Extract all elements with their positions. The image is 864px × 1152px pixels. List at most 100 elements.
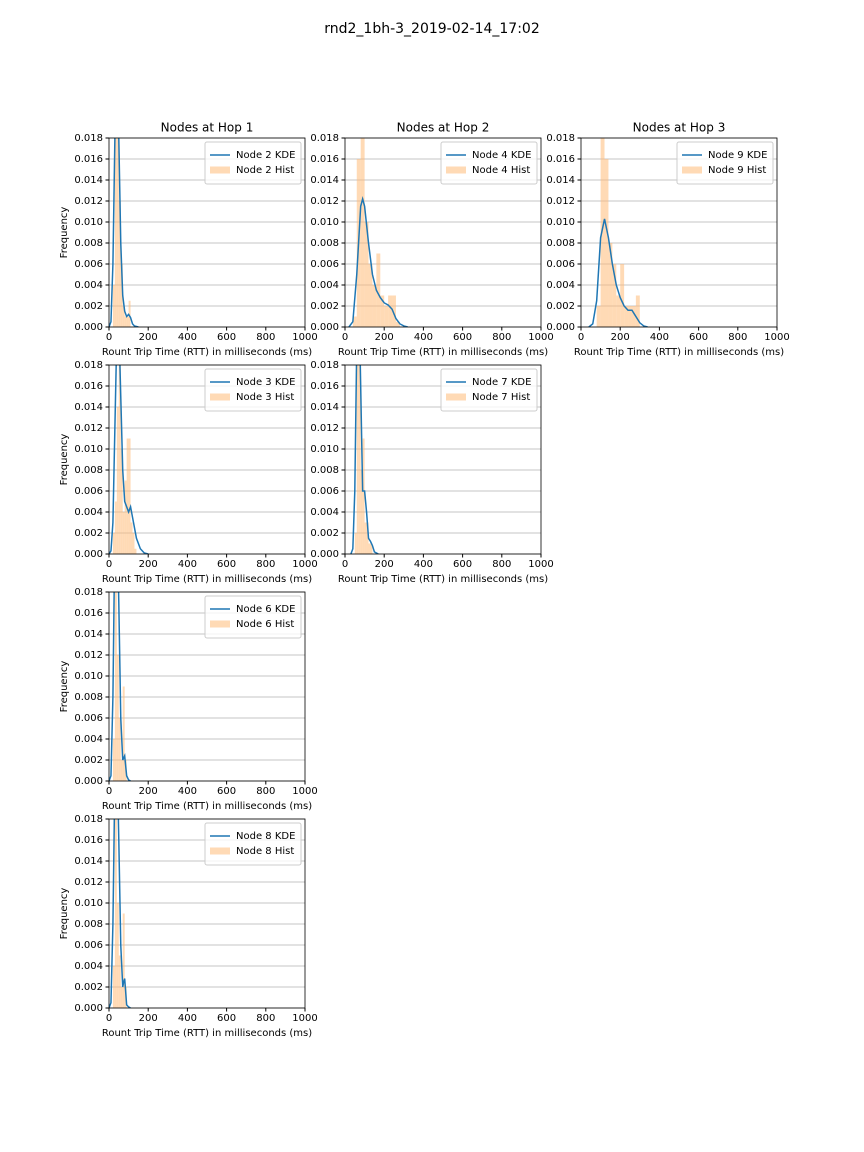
- x-tick-label: 400: [178, 559, 197, 570]
- y-tick-label: 0.000: [546, 322, 575, 333]
- x-tick-label: 200: [139, 1013, 158, 1024]
- hist-bar: [612, 264, 617, 327]
- x-axis-label: Rount Trip Time (RTT) in milliseconds (m…: [102, 1028, 312, 1039]
- y-tick-label: 0.016: [74, 608, 103, 619]
- hist-bar: [118, 201, 121, 327]
- hist-bar: [395, 321, 400, 327]
- hist-bar: [356, 365, 359, 554]
- y-tick-label: 0.018: [546, 133, 575, 144]
- x-tick-label: 800: [492, 559, 511, 570]
- y-tick-label: 0.018: [74, 133, 103, 144]
- y-tick-label: 0.014: [74, 856, 103, 867]
- kde-line: [109, 365, 149, 554]
- x-axis-label: Rount Trip Time (RTT) in milliseconds (m…: [338, 347, 548, 358]
- hist-bar: [124, 316, 127, 327]
- subplot: 0.000 0.002 0.004 0.006 0.008 0.010 0.012 0.014…: [310, 360, 553, 585]
- x-axis-label: Rount Trip Time (RTT) in milliseconds (m…: [102, 574, 312, 585]
- hist-bar: [116, 138, 119, 327]
- hist-bar: [620, 264, 625, 327]
- plot-area: [588, 138, 648, 327]
- legend-label: Node 7 KDE: [472, 377, 531, 388]
- plot-area: [348, 138, 408, 327]
- hist-bar: [126, 316, 129, 327]
- hist-bar: [600, 138, 605, 327]
- legend-box: [204, 595, 302, 639]
- plot-area: [109, 365, 149, 554]
- subplot-title: Nodes at Hop 1: [161, 121, 254, 135]
- legend-label: Node 6 KDE: [236, 604, 295, 615]
- axes-frame: [344, 364, 542, 555]
- legend: Node 4 KDE Node 4 Hist: [440, 141, 538, 185]
- kde-line: [109, 592, 131, 781]
- y-tick-label: 0.010: [310, 217, 339, 228]
- legend-swatch: [446, 166, 466, 174]
- hist-bar: [118, 955, 121, 1008]
- hist-bar: [608, 243, 613, 327]
- hist-bar: [388, 295, 393, 327]
- x-tick-label: 800: [256, 1013, 275, 1024]
- axes-frame: [108, 591, 306, 782]
- hist-bar: [114, 592, 117, 781]
- hist-bar: [116, 903, 119, 1008]
- hist-bar: [122, 686, 125, 781]
- plot-area: [109, 138, 139, 327]
- y-tick-label: 0.002: [74, 301, 103, 312]
- x-tick-label: 400: [178, 332, 197, 343]
- y-tick-label: 0.018: [310, 360, 339, 371]
- hist-bar: [624, 306, 629, 327]
- y-tick-label: 0.006: [310, 486, 339, 497]
- y-tick-label: 0.016: [74, 381, 103, 392]
- hist-bar: [392, 295, 396, 327]
- y-tick-label: 0.006: [74, 259, 103, 270]
- x-tick-label: 800: [256, 559, 275, 570]
- hist-bar: [112, 533, 115, 554]
- legend-swatch: [210, 620, 230, 628]
- y-tick-label: 0.010: [546, 217, 575, 228]
- hist-bar: [112, 739, 115, 781]
- y-tick-label: 0.008: [74, 465, 103, 476]
- y-tick-label: 0.004: [74, 734, 103, 745]
- legend-label: Node 7 Hist: [472, 392, 530, 403]
- x-tick-label: 0: [342, 559, 348, 570]
- legend-box: [440, 368, 538, 412]
- y-tick-label: 0.014: [74, 629, 103, 640]
- hist-bar: [126, 438, 129, 554]
- hist-bar: [128, 300, 131, 327]
- y-tick-label: 0.004: [74, 961, 103, 972]
- y-tick-label: 0.018: [74, 360, 103, 371]
- legend-label: Node 9 Hist: [708, 165, 766, 176]
- x-tick-label: 0: [106, 559, 112, 570]
- hist-bar: [364, 222, 369, 327]
- plot-area: [109, 819, 131, 1008]
- axes-frame: [108, 137, 306, 328]
- y-tick-label: 0.008: [74, 238, 103, 249]
- hist-bar: [364, 522, 367, 554]
- y-tick-label: 0.004: [74, 507, 103, 518]
- y-tick-label: 0.000: [74, 776, 103, 787]
- y-tick-label: 0.008: [310, 465, 339, 476]
- legend: Node 2 KDE Node 2 Hist: [204, 141, 302, 185]
- x-tick-label: 800: [256, 332, 275, 343]
- y-axis-label: Frequency: [59, 661, 70, 713]
- x-tick-label: 200: [375, 559, 394, 570]
- hist-bar: [384, 306, 389, 327]
- x-tick-label: 1000: [292, 559, 317, 570]
- figure-title: rnd2_1bh-3_2019-02-14_17:02: [324, 21, 540, 37]
- hist-bar: [122, 512, 125, 554]
- x-tick-label: 1000: [528, 332, 553, 343]
- x-tick-label: 1000: [764, 332, 789, 343]
- y-tick-label: 0.002: [310, 528, 339, 539]
- kde-line: [348, 195, 408, 327]
- y-tick-label: 0.006: [74, 486, 103, 497]
- x-tick-label: 400: [414, 332, 433, 343]
- y-tick-label: 0.018: [74, 814, 103, 825]
- x-tick-label: 0: [578, 332, 584, 343]
- y-tick-label: 0.002: [74, 982, 103, 993]
- legend-swatch: [210, 166, 230, 174]
- x-tick-label: 400: [650, 332, 669, 343]
- legend-label: Node 8 KDE: [236, 831, 295, 842]
- legend-label: Node 3 KDE: [236, 377, 295, 388]
- legend-label: Node 4 KDE: [472, 150, 531, 161]
